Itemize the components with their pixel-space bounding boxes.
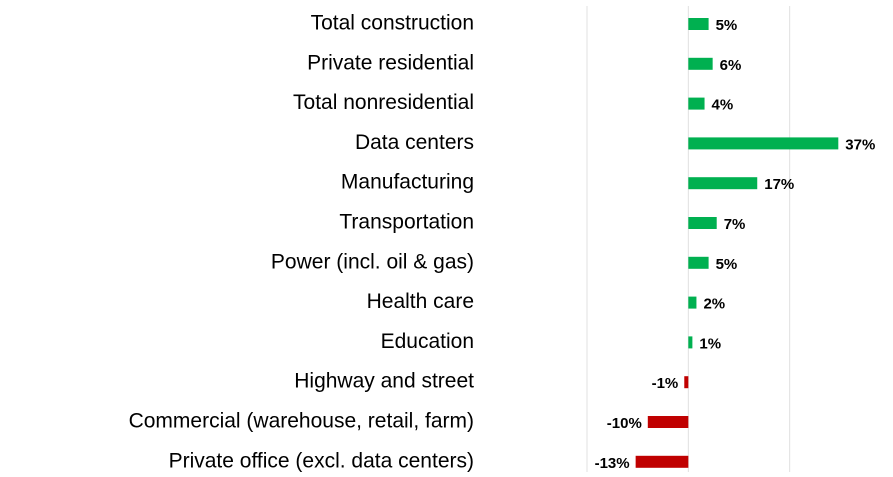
bar <box>688 256 709 269</box>
bar <box>688 177 758 190</box>
category-label: Private office (excl. data centers) <box>169 449 474 472</box>
value-label: 17% <box>764 176 794 193</box>
bar <box>688 97 705 110</box>
value-label: 37% <box>845 136 875 153</box>
category-label: Total nonresidential <box>293 91 474 114</box>
value-label: 4% <box>712 97 734 114</box>
category-label: Power (incl. oil & gas) <box>271 250 474 273</box>
value-label: -10% <box>607 415 642 432</box>
category-label: Data centers <box>355 131 474 154</box>
bar <box>635 455 689 468</box>
category-label: Health care <box>367 290 474 313</box>
category-label: Private residential <box>307 51 474 74</box>
category-label: Education <box>381 330 474 353</box>
bar <box>688 336 693 349</box>
value-label: 7% <box>724 216 746 233</box>
value-label: 6% <box>720 57 742 74</box>
category-label: Manufacturing <box>341 171 474 194</box>
bar <box>688 57 713 70</box>
value-label: -13% <box>595 455 630 472</box>
bar <box>684 376 689 389</box>
value-label: 2% <box>703 296 725 313</box>
category-label: Highway and street <box>294 370 474 393</box>
category-label: Total construction <box>311 12 474 35</box>
bar <box>688 18 709 30</box>
category-label: Commercial (warehouse, retail, farm) <box>129 410 474 433</box>
category-label: Transportation <box>339 211 474 234</box>
value-label: 5% <box>716 17 738 34</box>
bar <box>688 296 697 309</box>
value-label: -1% <box>652 375 679 392</box>
bar <box>688 137 839 150</box>
bar <box>688 217 717 229</box>
value-label: 5% <box>716 256 738 273</box>
value-label: 1% <box>699 335 721 352</box>
bar <box>647 416 689 428</box>
